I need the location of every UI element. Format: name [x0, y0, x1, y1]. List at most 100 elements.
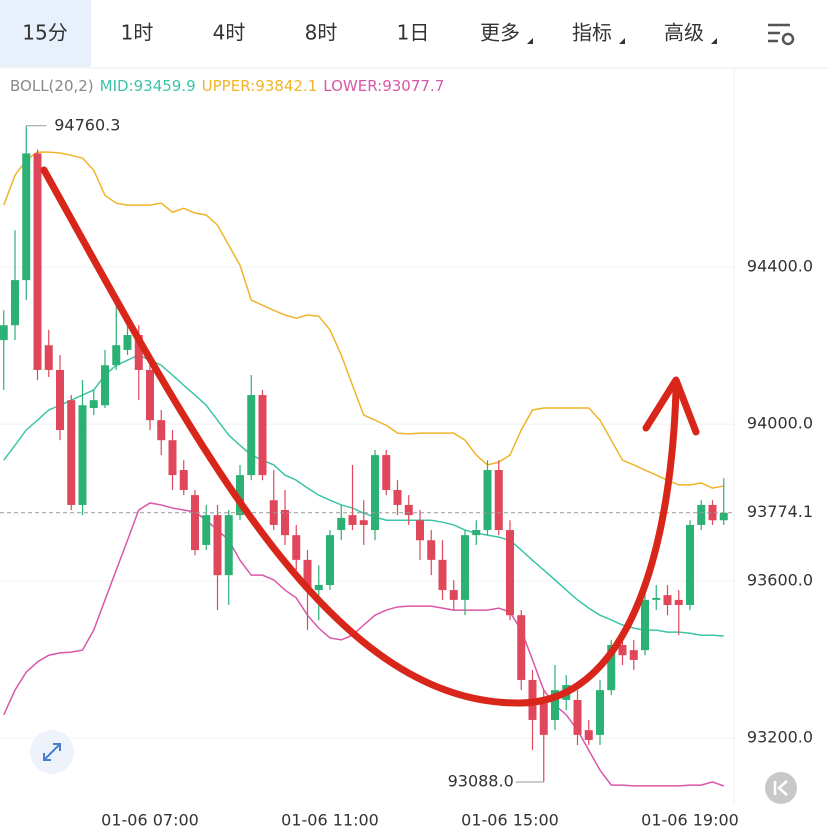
candle-body — [33, 153, 42, 370]
legend-item: BOLL(20,2) — [10, 77, 94, 95]
candle-body — [112, 345, 121, 366]
candle-body — [494, 470, 503, 531]
candle-body — [326, 535, 334, 585]
tab[interactable]: 1时 — [121, 21, 154, 45]
annotation-arrowhead — [642, 376, 700, 436]
tab[interactable]: 1日 — [397, 21, 430, 45]
candle-body — [686, 524, 694, 605]
extreme-label: 93088.0 — [448, 771, 514, 790]
band-line — [3, 502, 725, 787]
candle-body — [404, 504, 413, 516]
candle-body — [179, 470, 188, 491]
candle-body — [247, 395, 256, 476]
candle-body — [461, 535, 469, 600]
legend-item: UPPER:93842.1 — [202, 77, 318, 95]
reset-button[interactable] — [765, 772, 797, 804]
candle-body — [348, 515, 357, 525]
candle-body — [618, 645, 627, 656]
candle-body — [596, 690, 604, 735]
candle-body — [303, 559, 312, 591]
candle-body — [438, 559, 447, 591]
candle-body — [292, 535, 301, 560]
candle-body — [123, 335, 132, 350]
tab[interactable]: 指标 — [572, 21, 612, 45]
dropdown-marker — [711, 38, 717, 44]
dropdown-marker — [527, 38, 533, 44]
tab[interactable]: 更多 — [480, 21, 520, 45]
candle-body — [146, 369, 154, 421]
candle-body — [258, 395, 267, 476]
candle-body — [191, 495, 199, 551]
candle-body — [641, 599, 649, 651]
band-line — [3, 151, 724, 489]
candle-body — [607, 645, 616, 691]
candle-body — [551, 690, 559, 720]
candle-body — [584, 730, 593, 740]
x-tick-label: 01-06 11:00 — [281, 811, 379, 830]
candle-body — [56, 369, 64, 430]
candle-body — [202, 515, 211, 545]
extreme-label: 94760.3 — [54, 115, 120, 134]
annotation-arrow — [40, 166, 680, 707]
candle-body — [134, 335, 143, 370]
candle-body — [708, 504, 717, 521]
x-tick-label: 01-06 19:00 — [641, 811, 739, 830]
candle-body — [573, 699, 582, 735]
candle-body — [663, 595, 672, 605]
candle-body — [359, 520, 368, 525]
tab-selected-bg — [0, 0, 91, 67]
candle-body — [89, 400, 98, 409]
candle-body — [652, 597, 661, 600]
x-tick-label: 01-06 07:00 — [101, 811, 199, 830]
candle-body — [472, 530, 481, 536]
legend-item: LOWER:93077.7 — [323, 77, 444, 95]
candle-body — [539, 699, 548, 735]
candle-body — [11, 280, 19, 326]
dropdown-marker — [619, 38, 625, 44]
x-tick-label: 01-06 15:00 — [461, 811, 559, 830]
candle-body — [281, 510, 289, 536]
y-tick-label: 93200.0 — [747, 728, 813, 747]
candle-body — [719, 512, 728, 521]
candle-body — [224, 515, 233, 576]
candle-body — [236, 475, 244, 516]
candle-body — [371, 455, 379, 531]
candle-body — [427, 540, 436, 560]
tab[interactable]: 高级 — [664, 21, 704, 45]
candle-body — [78, 405, 87, 505]
candle-body — [168, 440, 177, 476]
candle-body — [629, 650, 638, 660]
y-tick-label: 93600.0 — [747, 571, 813, 590]
candle-body — [0, 325, 8, 341]
legend: BOLL(20,2) MID:93459.9 UPPER:93842.1 LOWER:… — [10, 77, 444, 95]
candle-body — [416, 520, 424, 541]
last-price-label: 93774.1 — [747, 502, 813, 521]
candle-body — [674, 599, 683, 605]
candle-body — [449, 590, 458, 600]
plot: BOLL(20,2) MID:93459.9 UPPER:93842.1 LOWER:… — [0, 77, 822, 830]
candle-body — [517, 615, 526, 680]
candle-body — [157, 420, 166, 441]
candle-body — [67, 400, 76, 505]
candle-body — [506, 530, 514, 616]
candle-body — [314, 584, 323, 591]
candle-body — [483, 470, 492, 531]
settings-icon[interactable] — [768, 23, 795, 46]
tab[interactable]: 15分 — [22, 21, 67, 45]
candle-body — [697, 504, 706, 525]
y-tick-label: 94400.0 — [747, 257, 813, 276]
candle-body — [101, 365, 109, 406]
candle-body — [44, 345, 53, 370]
tab[interactable]: 8时 — [305, 21, 338, 45]
last-price-tag — [740, 500, 822, 525]
tab[interactable]: 4时 — [213, 21, 246, 45]
legend-item: MID:93459.9 — [100, 77, 196, 95]
candle-body — [213, 515, 222, 576]
candle-body — [337, 517, 346, 531]
expand-button[interactable] — [30, 730, 74, 774]
y-tick-label: 94000.0 — [747, 414, 813, 433]
candle-body — [393, 490, 402, 505]
candle-body — [22, 153, 31, 281]
